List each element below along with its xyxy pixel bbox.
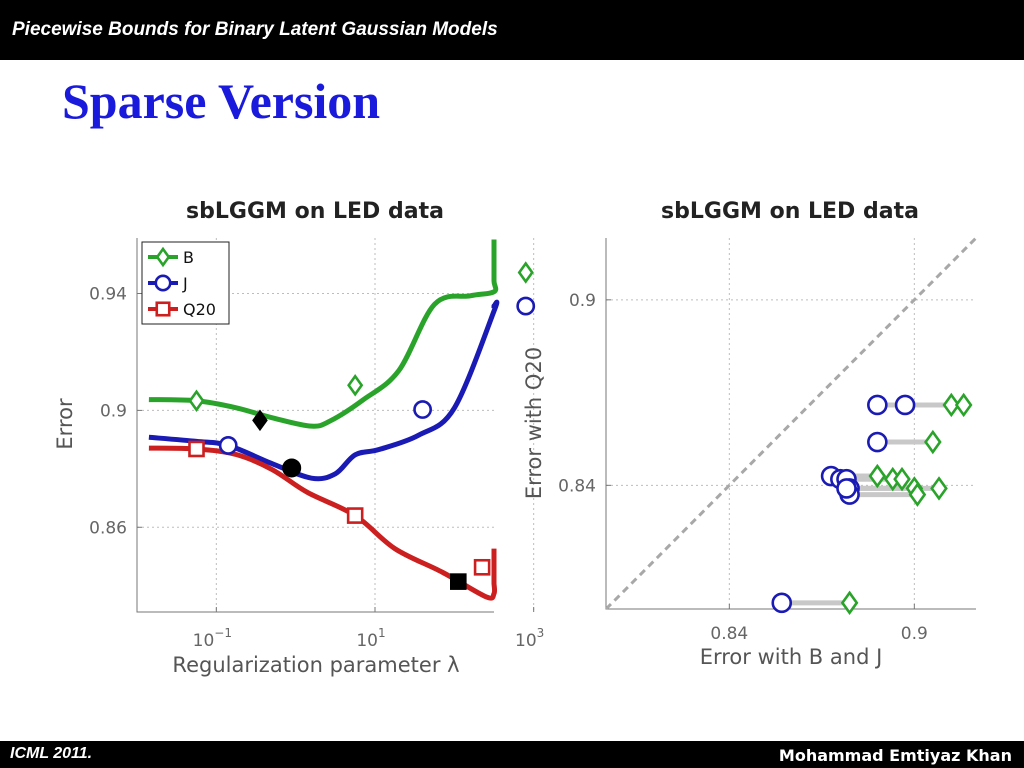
scatter-point-j <box>867 394 888 416</box>
series-marker-q20 <box>346 507 364 524</box>
scatter-point-b <box>840 590 859 616</box>
best-point-b <box>252 409 268 432</box>
legend-marker-b <box>155 246 171 268</box>
best-point-j <box>282 458 302 478</box>
slide-title: Sparse Version <box>62 73 381 129</box>
scatter-point-b <box>893 466 911 492</box>
left-y-tick-label: 0.94 <box>89 285 127 305</box>
series-line-b <box>148 239 499 429</box>
scatter-point-b <box>924 429 942 455</box>
legend: BJ Q20 <box>141 241 230 325</box>
left-x-tick-label: 103 <box>515 626 544 651</box>
series-marker-q20 <box>188 440 205 458</box>
scatter-point-b <box>942 392 961 418</box>
left-chart-title: sbLGGM on LED data <box>186 199 444 224</box>
right-y-axis-label: Error with Q20 <box>522 347 546 499</box>
series-marker-j <box>413 400 433 419</box>
series-marker-b <box>188 389 205 412</box>
legend-marker-q20 <box>155 301 171 317</box>
series-marker-j <box>218 436 238 455</box>
error-vs-lambda-chart: sbLGGM on LED data 10−1 101 103 0.86 0.9 0.94… <box>53 199 544 677</box>
best-point-q20 <box>450 573 467 590</box>
scatter-point-b <box>868 463 887 489</box>
scatter-point-j <box>894 394 916 416</box>
footer-bar: ICML 2011. Mohammad Emtiyaz Khan <box>0 741 1024 768</box>
q20-vs-bj-scatter-chart: sbLGGM on LED data 0.84 0.9 0.84 0.9 Error … <box>522 199 978 669</box>
right-y-tick-label: 0.84 <box>558 476 596 496</box>
scatter-point-b <box>930 476 948 501</box>
left-y-axis-label: Error <box>53 398 77 450</box>
scatter-point-j <box>771 592 793 614</box>
left-axis-lines <box>136 238 494 613</box>
left-y-tick-label: 0.86 <box>89 518 127 538</box>
series-line-q20 <box>148 445 498 601</box>
header-title: Piecewise Bounds for Binary Latent Gauss… <box>12 19 498 40</box>
left-y-tick-label: 0.9 <box>100 401 127 421</box>
legend-label-q20: Q20 <box>183 300 216 319</box>
series-marker-b <box>347 374 364 397</box>
right-x-tick-label: 0.9 <box>901 624 928 644</box>
right-x-axis-label: Error with B and J <box>700 645 883 669</box>
legend-label-j: J <box>182 274 188 293</box>
scatter-point-j <box>867 431 888 453</box>
scatter-point-j <box>836 478 857 499</box>
footer-conference: ICML 2011. <box>10 745 93 762</box>
right-x-tick-label: 0.84 <box>710 624 748 644</box>
header-bar: Piecewise Bounds for Binary Latent Gauss… <box>0 0 1024 60</box>
scatter-point-b <box>908 482 927 507</box>
series-marker-q20 <box>473 558 491 576</box>
left-x-tick-label: 10−1 <box>193 626 232 651</box>
legend-label-b: B <box>183 248 194 267</box>
diagonal-reference-line <box>604 236 978 611</box>
scatter-point-b <box>954 392 973 418</box>
series-marker-b <box>517 261 534 284</box>
footer-author: Mohammad Emtiyaz Khan <box>778 746 1012 765</box>
right-y-tick-label: 0.9 <box>569 291 596 311</box>
left-x-tick-label: 101 <box>356 626 385 651</box>
left-x-axis-label: Regularization parameter λ <box>172 653 459 677</box>
right-chart-title: sbLGGM on LED data <box>661 199 919 224</box>
series-marker-j <box>516 296 536 316</box>
legend-marker-j <box>154 274 172 292</box>
